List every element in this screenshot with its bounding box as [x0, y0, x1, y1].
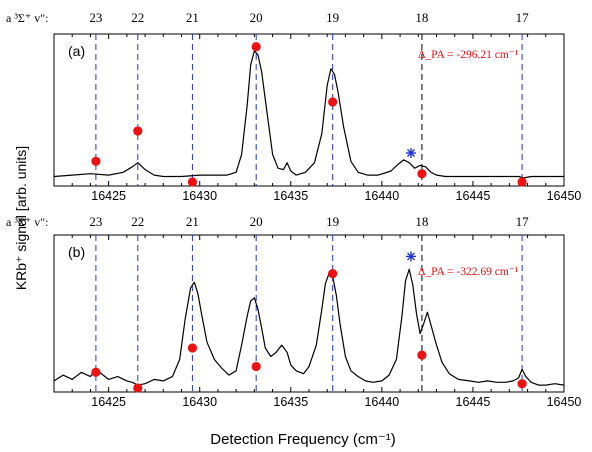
- x-tick-label: 16430: [182, 189, 217, 203]
- x-tick-label: 16450: [547, 189, 582, 203]
- data-point-circle: [517, 379, 527, 389]
- data-point-circle: [187, 343, 198, 353]
- data-point-circle: [133, 383, 143, 393]
- x-tick-label: 16440: [364, 189, 399, 203]
- level-label-19: 19: [326, 10, 339, 25]
- x-axis-label: Detection Frequency (cm⁻¹): [210, 431, 395, 448]
- data-point-circle: [517, 177, 527, 187]
- x-tick-label: 16440: [364, 395, 399, 409]
- x-tick-label: 16435: [273, 395, 308, 409]
- level-label-19: 19: [326, 214, 339, 229]
- data-point-circle: [328, 269, 338, 279]
- panel-b: 23 22 21 20 19 18 17 a ³Σ⁺ v": 16425 16430 16435 16…: [6, 214, 581, 409]
- asterisk-marker: [406, 148, 416, 159]
- level-label-23: 23: [89, 10, 102, 25]
- level-label-22: 22: [131, 10, 144, 25]
- level-label-20: 20: [250, 10, 263, 25]
- data-point-circle: [251, 42, 261, 52]
- plot-frame: [53, 234, 565, 393]
- level-label-20: 20: [250, 214, 263, 229]
- asterisk-stroke: [407, 252, 415, 261]
- level-label-18: 18: [415, 10, 428, 25]
- level-label-18: 18: [415, 214, 428, 229]
- asterisk-stroke: [407, 149, 415, 158]
- level-label-17: 17: [516, 10, 530, 25]
- x-tick-label: 16425: [91, 395, 126, 409]
- level-label-17: 17: [516, 214, 530, 229]
- x-tick-label: 16425: [91, 189, 126, 203]
- data-point-circle: [91, 367, 101, 377]
- x-tick-label: 16435: [273, 189, 308, 203]
- asterisk-marker: [406, 251, 416, 262]
- x-tick-label: 16445: [456, 395, 491, 409]
- signal-trace: [53, 50, 564, 179]
- x-tick-label: 16450: [547, 395, 582, 409]
- level-prefix: a ³Σ⁺ v":: [6, 11, 48, 25]
- level-label-22: 22: [131, 214, 144, 229]
- delta-pa-annotation: Δ_PA = -322.69 cm⁻¹: [418, 266, 519, 278]
- panel-a: 23 22 21 20 19 18 17 a ³Σ⁺ v": 16425 16430 16435 16…: [6, 10, 581, 203]
- panel-label: (a): [68, 43, 85, 59]
- data-point-circle: [328, 97, 338, 107]
- data-point-circle: [417, 350, 427, 360]
- level-prefix: a ³Σ⁺ v":: [6, 215, 48, 229]
- y-axis-label: KRb⁺ signal [arb. units]: [13, 146, 29, 290]
- signal-trace: [53, 268, 565, 386]
- data-point-circle: [251, 361, 261, 372]
- delta-pa-annotation: Δ_PA = -296.21 cm⁻¹: [418, 49, 519, 61]
- x-tick-label: 16430: [182, 395, 217, 409]
- level-label-21: 21: [186, 214, 199, 229]
- panel-label: (b): [68, 244, 85, 260]
- data-point-circle: [417, 169, 427, 179]
- level-label-21: 21: [186, 10, 199, 25]
- data-point-circle: [91, 156, 101, 166]
- level-label-23: 23: [89, 214, 102, 229]
- x-tick-label: 16445: [456, 189, 491, 203]
- data-point-circle: [133, 126, 143, 136]
- data-point-circle: [187, 177, 198, 187]
